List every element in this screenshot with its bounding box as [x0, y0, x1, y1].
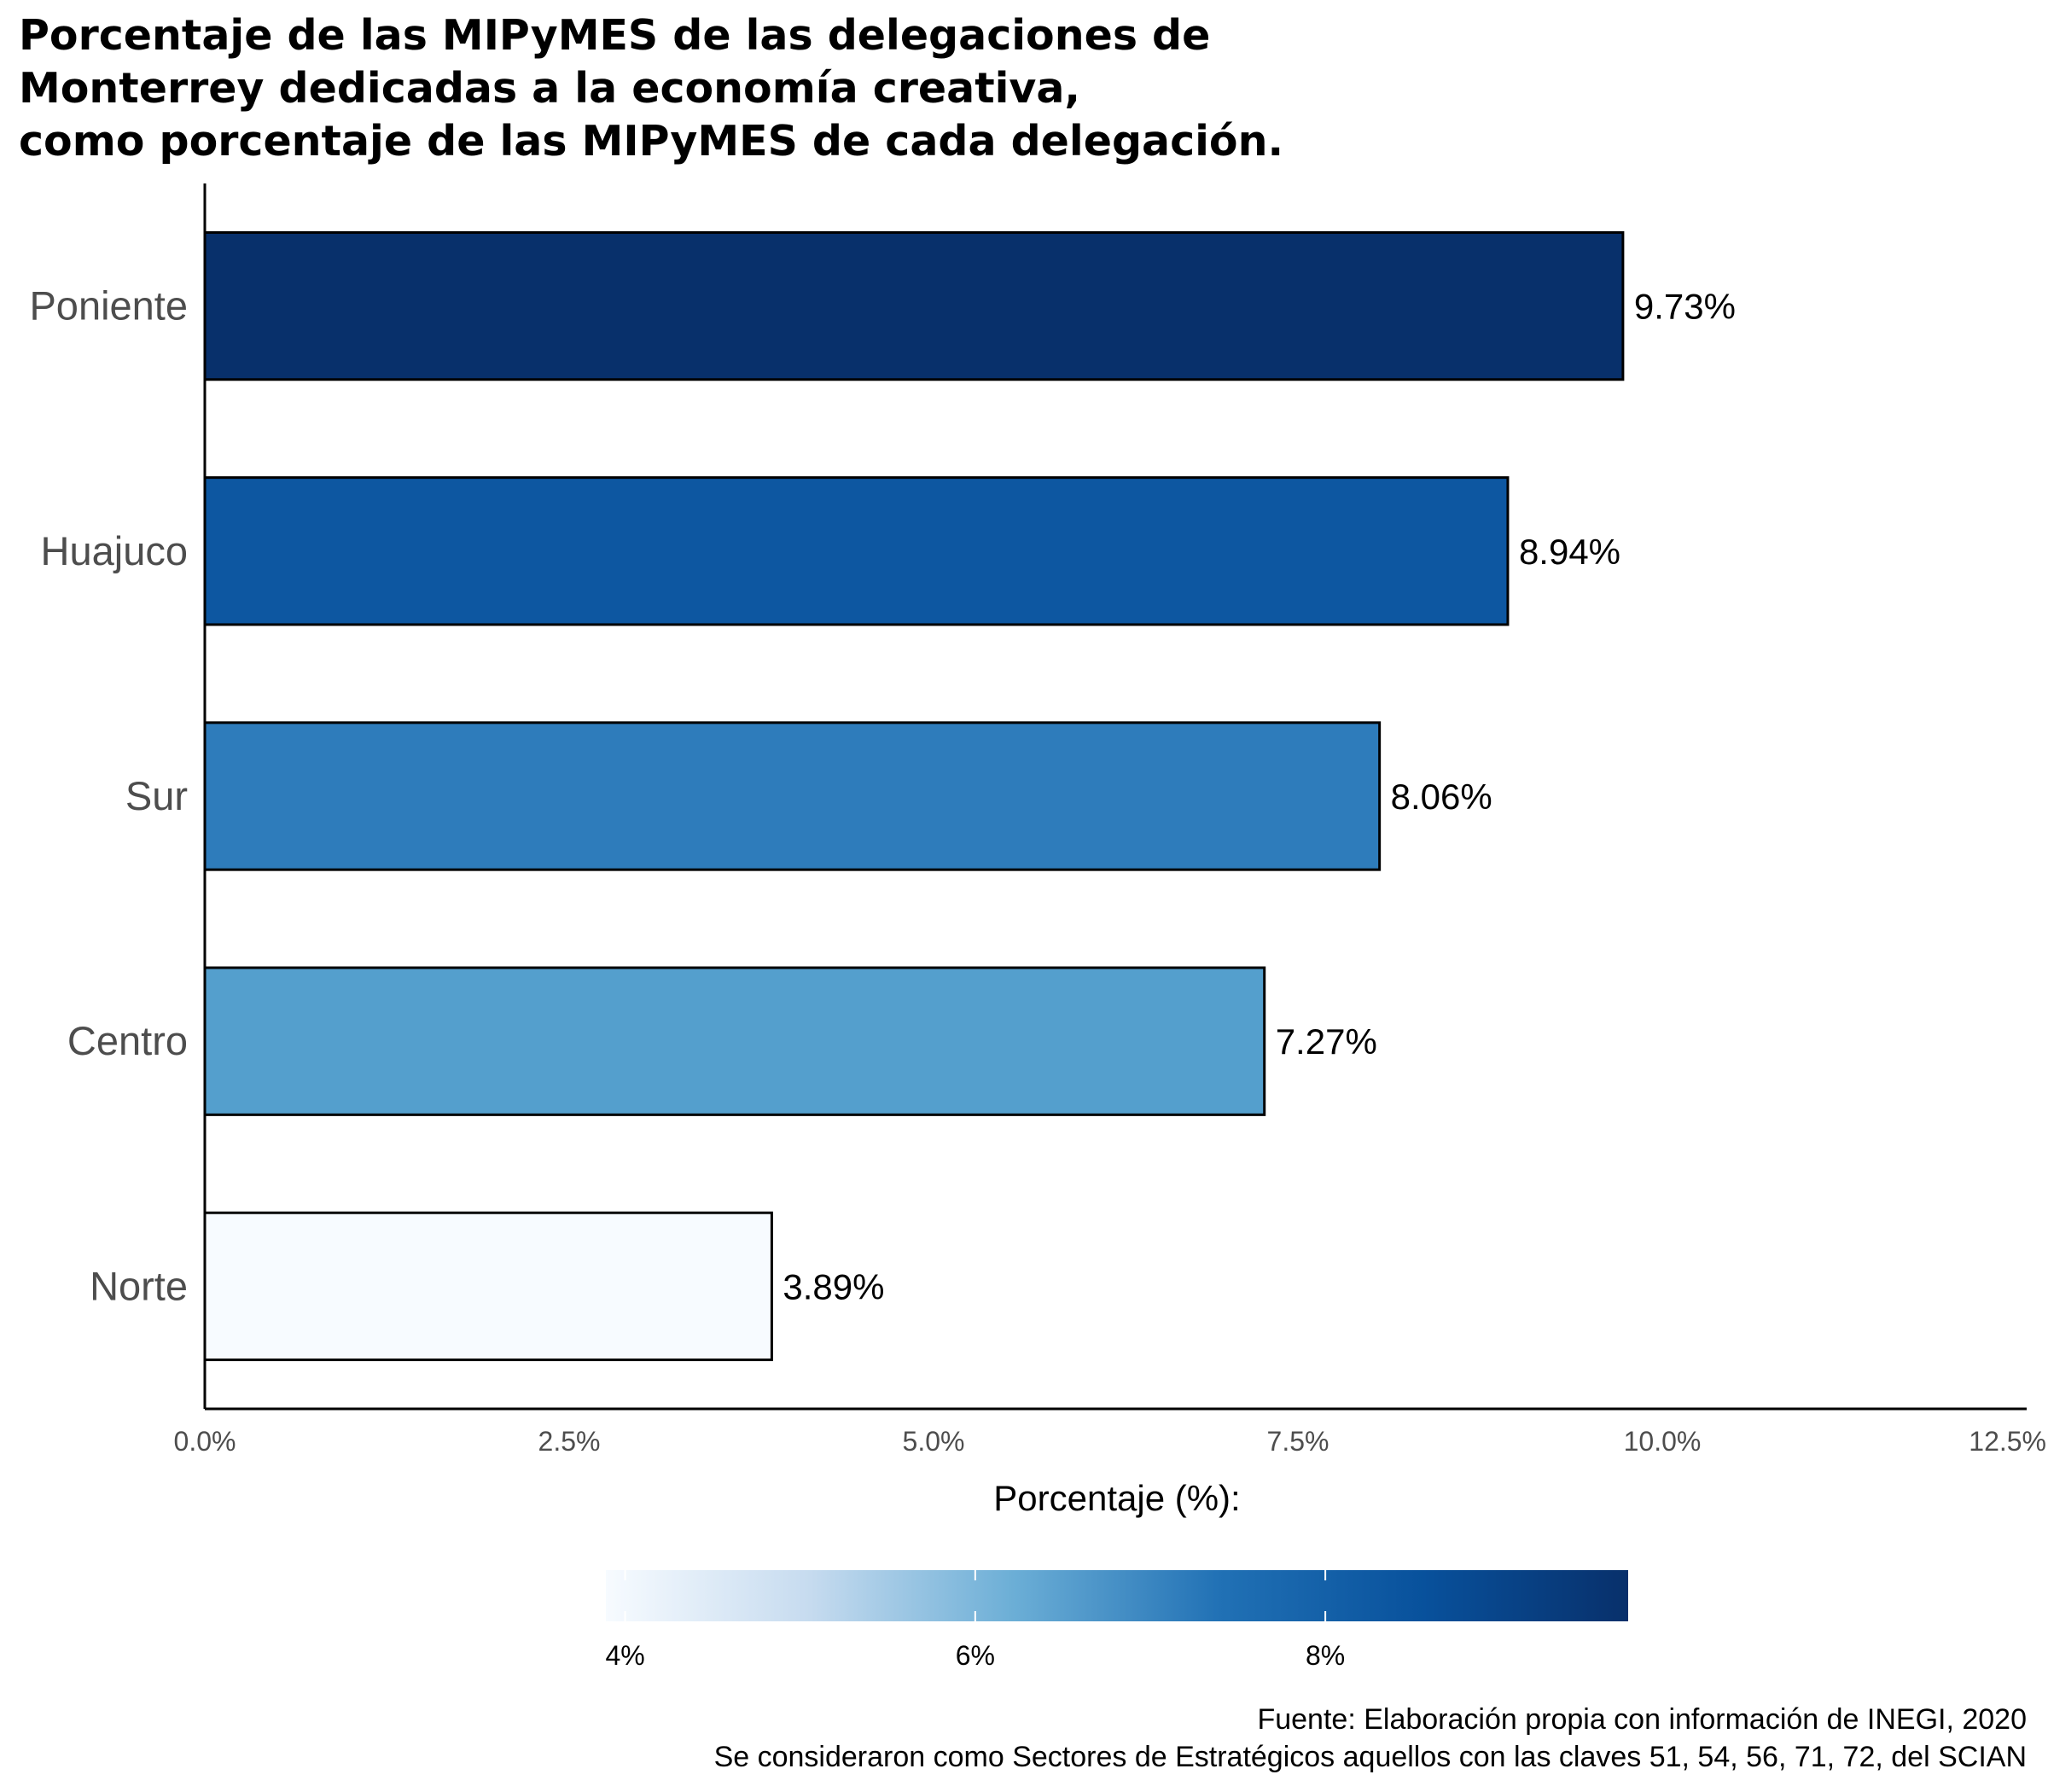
x-tick-label: 10.0% — [1624, 1426, 1702, 1457]
bar-sur — [203, 721, 1382, 871]
category-labels: Poniente Huajuco Sur Centro Norte — [29, 283, 188, 1309]
bar-norte — [203, 1211, 773, 1362]
x-tick-label: 0.0% — [174, 1426, 236, 1457]
value-label-huajuco: 8.94% — [1519, 532, 1620, 572]
x-tick-label: 7.5% — [1267, 1426, 1329, 1457]
value-label-sur: 8.06% — [1391, 777, 1492, 817]
legend-tick-label: 8% — [1306, 1640, 1345, 1671]
caption-line-1: Fuente: Elaboración propia con informaci… — [1257, 1703, 2027, 1736]
color-legend: Porcentaje (%): 4% 6% 8% — [605, 1478, 1628, 1671]
bars — [203, 230, 1625, 1362]
value-label-norte: 3.89% — [783, 1266, 884, 1306]
bar-huajuco — [203, 476, 1510, 626]
value-label-poniente: 9.73% — [1634, 287, 1736, 327]
chart-title: Porcentaje de las MIPyMES de las delegac… — [19, 11, 1283, 166]
x-tick-label: 5.0% — [903, 1426, 965, 1457]
bar-poniente — [203, 230, 1625, 381]
legend-colorbar — [606, 1570, 1628, 1621]
category-label-huajuco: Huajuco — [41, 528, 188, 573]
x-tick-label: 12.5% — [1969, 1426, 2046, 1457]
chart-title-line-3: como porcentaje de las MIPyMES de cada d… — [19, 117, 1283, 166]
category-label-centro: Centro — [67, 1018, 188, 1063]
value-label-centro: 7.27% — [1276, 1021, 1377, 1062]
legend-tick-label: 6% — [956, 1640, 995, 1671]
chart-caption: Fuente: Elaboración propia con informaci… — [714, 1703, 2027, 1773]
x-axis-ticks: 0.0% 2.5% 5.0% 7.5% 10.0% 12.5% — [174, 1426, 2046, 1457]
category-label-norte: Norte — [90, 1263, 188, 1308]
chart-title-line-2: Monterrey dedicadas a la economía creati… — [19, 64, 1080, 113]
legend-tick-label: 4% — [605, 1640, 644, 1671]
category-label-sur: Sur — [125, 773, 188, 818]
category-label-poniente: Poniente — [29, 283, 188, 329]
bar-centro — [203, 966, 1266, 1116]
legend-title: Porcentaje (%): — [993, 1478, 1240, 1518]
value-labels: 9.73% 8.94% 8.06% 7.27% 3.89% — [783, 287, 1736, 1307]
x-tick-label: 2.5% — [538, 1426, 601, 1457]
caption-line-2: Se consideraron como Sectores de Estraté… — [714, 1741, 2027, 1773]
chart-title-line-1: Porcentaje de las MIPyMES de las delegac… — [19, 11, 1210, 60]
axes — [203, 183, 2027, 1411]
